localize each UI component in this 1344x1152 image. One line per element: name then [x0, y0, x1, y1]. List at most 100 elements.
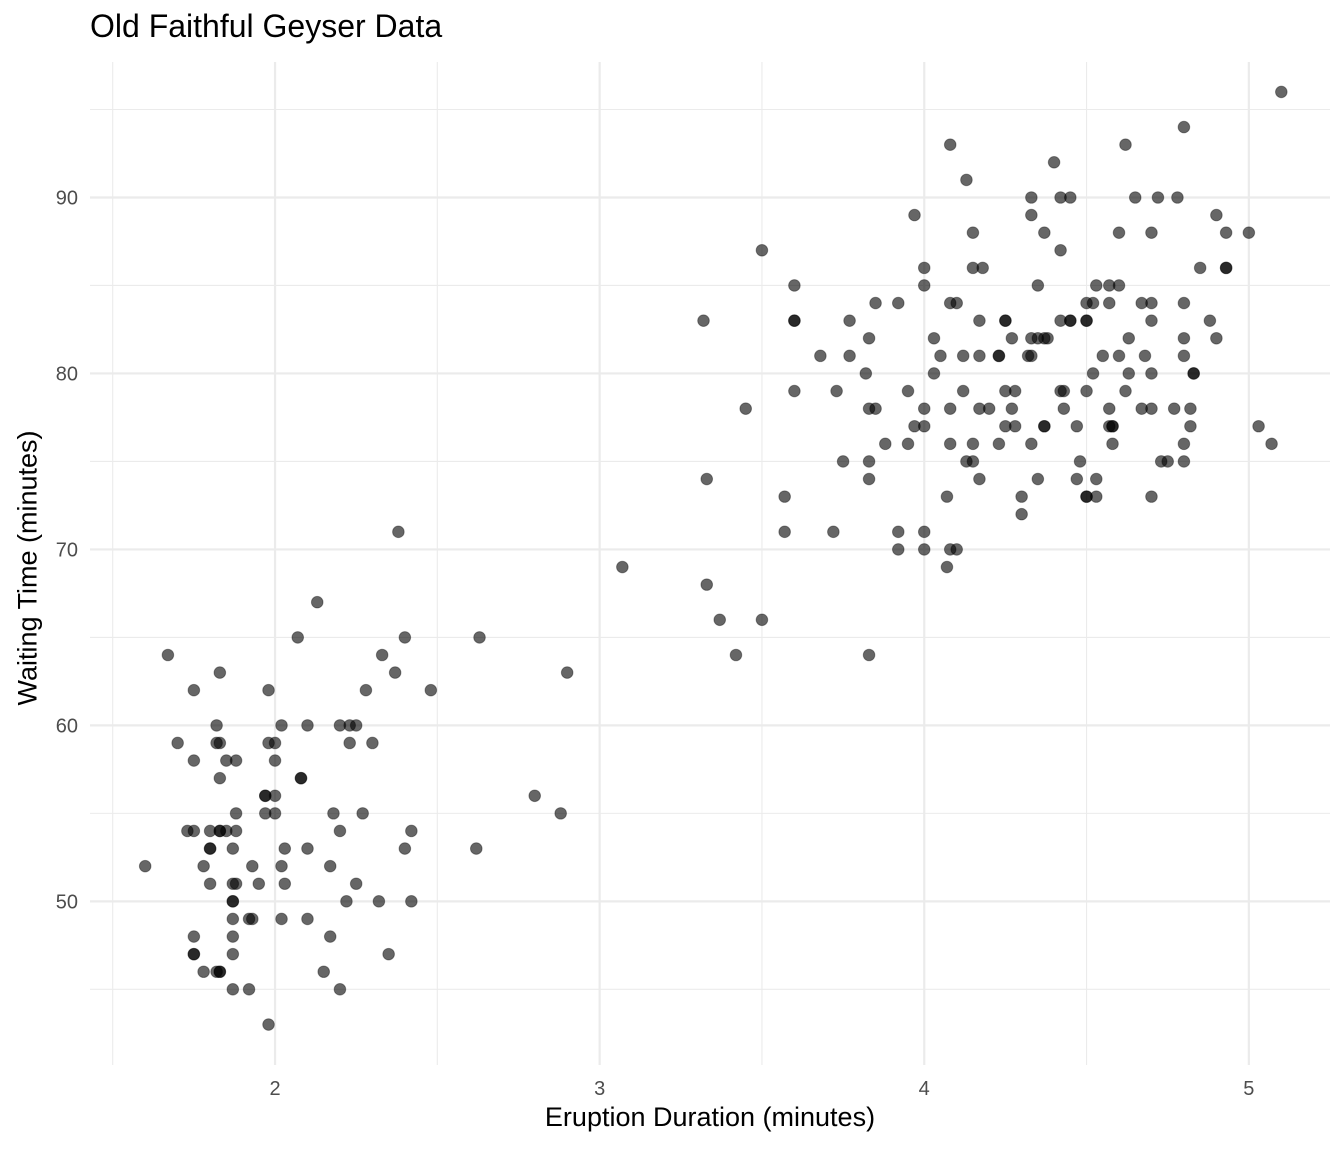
- y-tick-label: 60: [56, 715, 78, 737]
- data-point: [1096, 349, 1110, 363]
- data-point: [242, 983, 256, 996]
- data-point: [1070, 419, 1084, 433]
- data-point: [901, 384, 915, 398]
- data-point: [210, 719, 223, 732]
- data-point: [960, 173, 973, 187]
- data-point: [359, 683, 373, 697]
- data-point: [862, 648, 876, 662]
- data-point: [1070, 472, 1084, 486]
- data-point: [1145, 226, 1158, 239]
- data-point: [700, 472, 714, 486]
- data-point: [778, 490, 791, 503]
- data-point: [424, 683, 438, 697]
- data-point: [1119, 138, 1132, 152]
- data-point: [1145, 402, 1158, 415]
- data-point: [1112, 349, 1126, 363]
- data-point: [356, 807, 369, 820]
- data-point: [901, 437, 915, 451]
- data-point: [317, 965, 331, 979]
- data-point: [268, 736, 282, 750]
- data-point: [275, 912, 288, 926]
- data-point: [950, 543, 964, 556]
- data-point: [869, 296, 882, 310]
- data-point: [349, 719, 363, 732]
- data-point: [934, 349, 947, 363]
- data-point: [554, 807, 567, 820]
- data-point: [713, 613, 727, 627]
- y-tick-label: 90: [56, 187, 78, 209]
- y-tick-label: 50: [56, 891, 78, 913]
- data-point: [473, 631, 486, 644]
- data-point: [392, 525, 405, 539]
- data-point: [992, 437, 1006, 451]
- data-point: [908, 208, 921, 222]
- data-point: [246, 859, 259, 873]
- data-point: [1177, 349, 1191, 363]
- data-point: [1086, 367, 1100, 380]
- data-point: [1089, 490, 1103, 503]
- data-point: [917, 261, 931, 275]
- data-point: [1025, 208, 1038, 222]
- data-point: [1089, 279, 1103, 292]
- data-point: [340, 895, 353, 908]
- data-point: [405, 895, 418, 908]
- x-axis-label: Eruption Duration (minutes): [544, 1102, 876, 1132]
- data-point: [226, 895, 240, 908]
- data-point: [1145, 490, 1158, 503]
- data-point: [966, 226, 980, 239]
- data-point: [294, 771, 308, 785]
- data-point: [869, 402, 882, 415]
- data-point: [862, 331, 876, 345]
- x-tick-label: 3: [594, 1078, 605, 1100]
- data-point: [778, 525, 791, 539]
- data-point: [755, 613, 769, 627]
- data-point: [1057, 384, 1071, 398]
- data-point: [246, 912, 259, 926]
- data-point: [830, 384, 843, 398]
- data-point: [1106, 437, 1119, 451]
- data-point: [827, 525, 840, 539]
- data-point: [1112, 226, 1126, 239]
- data-point: [616, 560, 629, 574]
- data-point: [917, 402, 931, 415]
- data-point: [1102, 402, 1116, 415]
- data-point: [814, 349, 827, 363]
- data-point: [229, 754, 243, 767]
- data-point: [1008, 419, 1022, 433]
- data-point: [1145, 314, 1158, 327]
- data-point: [1177, 296, 1191, 310]
- data-point: [788, 314, 801, 327]
- data-point: [203, 877, 217, 891]
- y-tick-label: 70: [56, 539, 78, 561]
- data-point: [229, 877, 243, 891]
- data-point: [927, 367, 941, 380]
- data-point: [943, 437, 957, 451]
- data-point: [940, 560, 954, 574]
- data-point: [213, 666, 227, 679]
- data-point: [1008, 384, 1022, 398]
- data-point: [956, 384, 970, 398]
- data-point: [739, 402, 753, 415]
- x-tick-label: 4: [919, 1078, 930, 1100]
- data-point: [213, 736, 227, 750]
- data-point: [788, 384, 801, 398]
- data-point: [301, 842, 314, 855]
- data-point: [278, 877, 292, 891]
- data-point: [1145, 367, 1158, 380]
- data-point: [999, 314, 1012, 327]
- data-point: [1171, 191, 1184, 204]
- data-point: [398, 631, 412, 644]
- data-point: [956, 349, 970, 363]
- y-axis-ticks: 50 60 70 80 90: [56, 187, 78, 913]
- data-point: [333, 824, 347, 838]
- data-point: [891, 543, 905, 556]
- data-point: [1275, 85, 1288, 99]
- data-point: [878, 437, 892, 451]
- data-point: [161, 648, 175, 662]
- data-point: [1038, 226, 1051, 239]
- data-point: [187, 947, 201, 961]
- data-point: [943, 138, 957, 152]
- data-point: [203, 842, 217, 855]
- data-point: [862, 472, 876, 486]
